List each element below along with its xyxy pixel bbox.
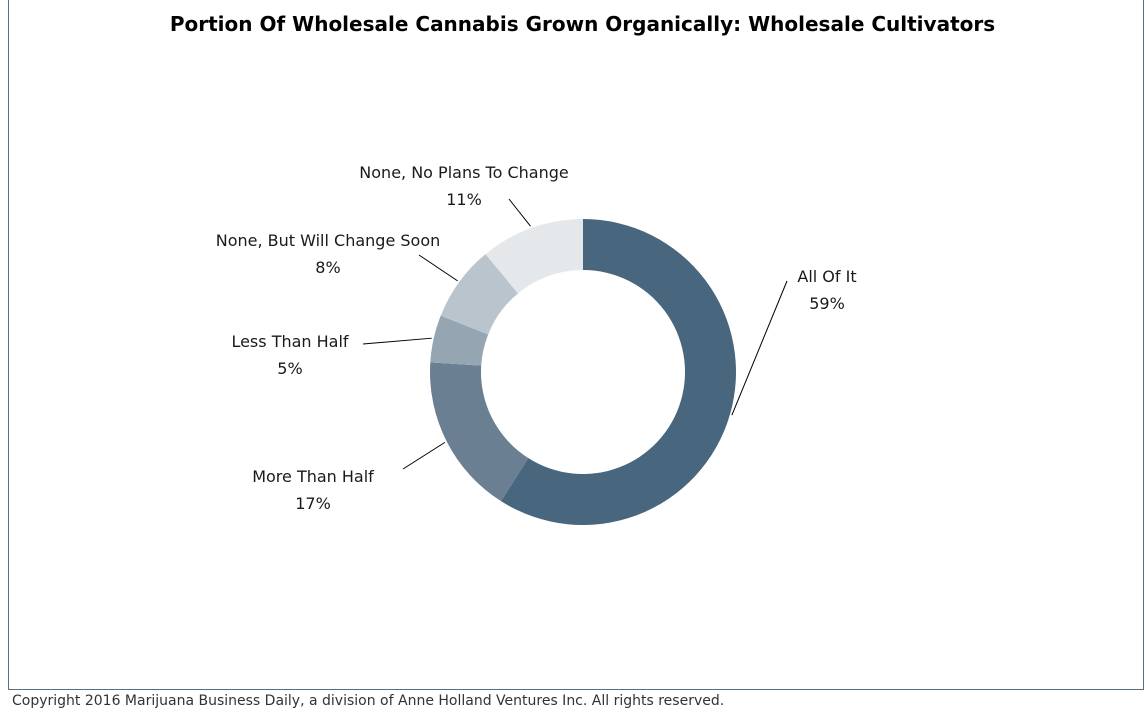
slice-value-none-no-plans-to-change: 11% — [446, 190, 482, 209]
slice-label-all-of-it: All Of It — [797, 267, 856, 286]
slice-label-more-than-half: More Than Half — [252, 467, 374, 486]
slice-value-less-than-half: 5% — [277, 359, 302, 378]
chart-title: Portion Of Wholesale Cannabis Grown Orga… — [169, 12, 996, 36]
chart-border — [8, 0, 1144, 690]
slice-more-than-half — [430, 362, 529, 502]
slice-value-none-but-will-change-soon: 8% — [315, 258, 340, 277]
leader-lines — [362, 198, 788, 470]
leader-line-less-than-half — [362, 337, 432, 345]
slice-none-no-plans-to-change — [485, 219, 583, 294]
slice-value-all-of-it: 59% — [809, 294, 845, 313]
slice-label-less-than-half: Less Than Half — [231, 332, 348, 351]
leader-line-none-no-plans-to-change — [508, 198, 531, 227]
slice-all-of-it — [501, 219, 736, 525]
leader-line-more-than-half — [402, 441, 446, 470]
slice-value-more-than-half: 17% — [295, 494, 331, 513]
slice-labels: All Of It 59% More Than Half 17% Less Than H… — [216, 163, 857, 513]
slice-none-but-will-change-soon — [440, 254, 518, 335]
leader-line-none-but-will-change-soon — [418, 254, 458, 282]
donut-slices — [430, 219, 736, 525]
slice-less-than-half — [430, 315, 489, 366]
leader-line-all-of-it — [731, 280, 788, 416]
slice-label-none-no-plans-to-change: None, No Plans To Change — [359, 163, 568, 182]
copyright-note: Copyright 2016 Marijuana Business Daily,… — [12, 693, 725, 709]
slice-label-none-but-will-change-soon: None, But Will Change Soon — [216, 231, 441, 250]
